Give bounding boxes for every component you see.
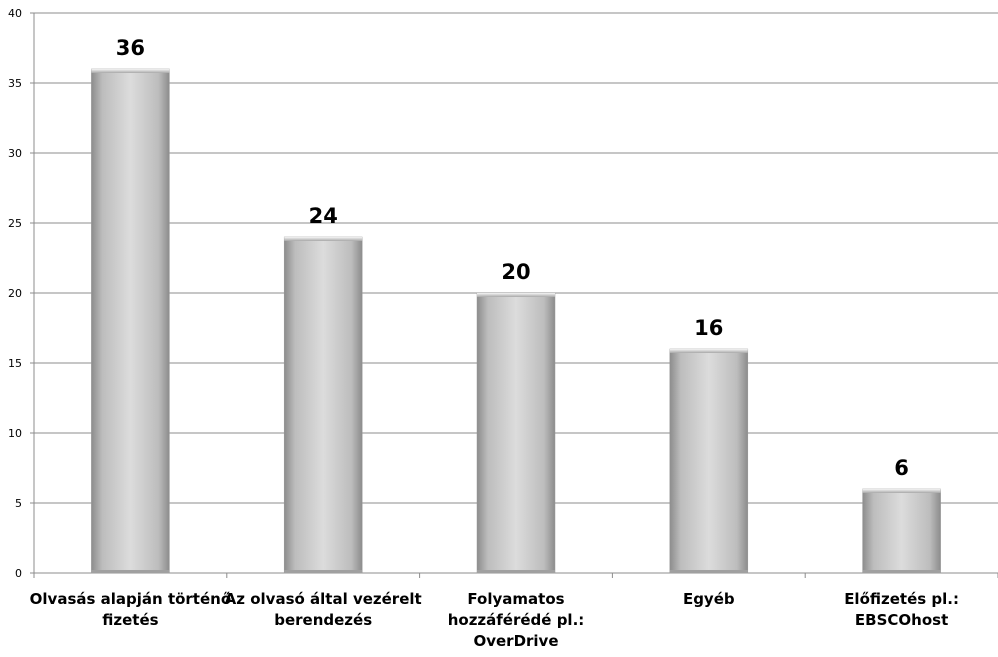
data-label-3: 20 [501,260,530,284]
bar-3 [476,292,556,574]
bar-body [669,348,749,574]
bar-2 [283,236,363,574]
bar-body [476,292,556,574]
y-tick-label: 5 [15,497,22,510]
bar-body [91,68,170,574]
y-tick-label: 15 [8,357,22,370]
data-label-1: 36 [116,36,145,60]
bar-base [91,570,170,573]
bar-base [477,570,555,573]
data-label-5: 6 [894,456,909,480]
data-label-2: 24 [309,204,338,228]
bar-5 [862,488,941,574]
bar-cap [91,69,170,73]
bar-body [283,236,363,574]
category-label-4: Egyéb [683,590,735,608]
category-label-2: Az olvasó által vezérelt berendezés [225,590,422,629]
labels: 0 5 10 15 20 25 30 35 40 36 Olvasás alapján történ… [8,7,959,650]
category-label-5: Előfizetés pl.: EBSCOhost [844,590,959,629]
bar-cap [862,489,941,493]
y-tick-label: 25 [8,217,22,230]
bar-4 [669,348,749,574]
category-label-3: Folyamatos hozzáférédé pl.: OverDrive [448,590,585,650]
bar-body [862,488,941,574]
y-tick-label: 40 [8,7,22,20]
y-tick-label: 30 [8,147,22,160]
y-tick-label: 10 [8,427,22,440]
category-label-1: Olvasás alapján történő fizetés [30,590,231,629]
bar-base [669,570,748,573]
y-tick-label: 20 [8,287,22,300]
bar-cap [477,293,555,297]
bar-cap [669,349,748,353]
y-tick-label: 35 [8,77,22,90]
bar-cap [284,237,363,241]
bar-1 [91,68,170,574]
bar-base [862,570,941,573]
bar-base [284,570,363,573]
bars [91,68,941,574]
data-label-4: 16 [694,316,723,340]
y-tick-label: 0 [15,567,22,580]
